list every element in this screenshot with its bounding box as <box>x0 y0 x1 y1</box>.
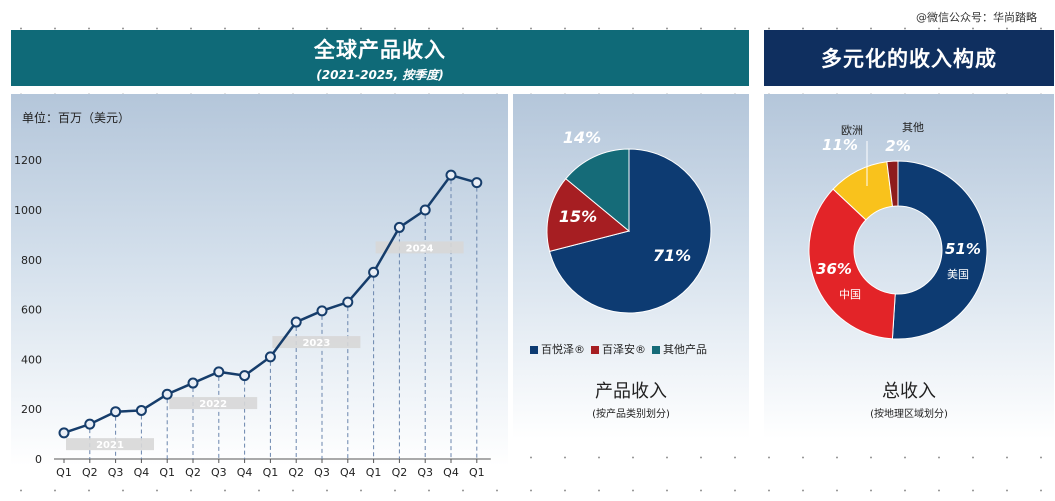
donut-slice-name: 欧洲 <box>841 124 863 137</box>
donut-caption-title: 总收入 <box>882 381 936 402</box>
donut-slice <box>891 160 988 340</box>
x-tick-label: Q4 <box>237 466 253 479</box>
pie-legend: 百悦泽® 百泽安® 其他产品 <box>530 341 707 357</box>
x-tick-label: Q1 <box>159 466 175 479</box>
data-point <box>342 296 354 308</box>
x-tick-label: Q2 <box>82 466 98 479</box>
unit-label: 单位：百万（美元） <box>22 111 131 125</box>
legend-item-1: 百泽安® <box>591 341 646 357</box>
year-band <box>66 438 154 451</box>
legend-item-2: 其他产品 <box>652 341 707 357</box>
x-tick-label: Q3 <box>211 466 227 479</box>
donut-slice <box>808 188 896 340</box>
pie-slice <box>565 148 630 233</box>
year-label: 2023 <box>302 338 330 349</box>
pie-caption: 产品收入 (按产品类别划分) <box>513 377 749 420</box>
y-tick-label: 200 <box>21 403 42 416</box>
pie-slice <box>546 178 631 253</box>
data-point <box>239 370 251 382</box>
line-chart-subtitle: (2021-2025, 按季度) <box>316 67 444 82</box>
y-tick-label: 600 <box>21 304 42 317</box>
pie-caption-title: 产品收入 <box>595 381 667 402</box>
year-label: 2021 <box>96 440 124 451</box>
pie-caption-subtitle: (按产品类别划分) <box>592 409 670 420</box>
x-tick-label: Q2 <box>185 466 201 479</box>
x-tick-label: Q3 <box>108 466 124 479</box>
data-point <box>213 366 225 378</box>
x-tick-label: Q3 <box>314 466 330 479</box>
x-tick-label: Q2 <box>392 466 408 479</box>
y-tick-label: 0 <box>35 453 42 466</box>
donut-slice <box>886 160 899 207</box>
donut-slice-name: 其他 <box>902 121 924 134</box>
pie-slice-label: 71% <box>653 246 691 265</box>
revenue-line <box>63 173 478 435</box>
year-label: 2024 <box>406 243 434 254</box>
x-tick-label: Q4 <box>134 466 150 479</box>
revenue-mix-banner: 多元化的收入构成 <box>764 30 1054 86</box>
data-point <box>58 427 70 439</box>
legend-item-0: 百悦泽® <box>530 341 585 357</box>
donut-slice-percent: 36% <box>816 260 852 278</box>
data-point <box>264 351 276 363</box>
donut-slice-name: 美国 <box>947 268 969 281</box>
legend-label-2: 其他产品 <box>663 343 707 356</box>
year-band <box>375 241 464 254</box>
data-point <box>316 305 328 317</box>
legend-swatch-2 <box>652 346 660 354</box>
x-tick-label: Q4 <box>340 466 356 479</box>
data-point <box>368 266 380 278</box>
donut-caption-subtitle: (按地理区域划分) <box>870 409 948 420</box>
data-point <box>187 377 199 389</box>
y-tick-label: 1000 <box>14 204 42 217</box>
data-point <box>290 316 302 328</box>
legend-label-1: 百泽安® <box>602 343 646 356</box>
x-tick-label: Q1 <box>263 466 279 479</box>
x-tick-label: Q2 <box>288 466 304 479</box>
x-tick-label: Q3 <box>417 466 433 479</box>
donut-slice-percent: 11% <box>822 136 858 154</box>
y-tick-label: 1200 <box>14 154 42 167</box>
x-tick-label: Q1 <box>56 466 72 479</box>
data-point <box>419 204 431 216</box>
legend-swatch-1 <box>591 346 599 354</box>
pie-slice <box>548 148 712 314</box>
data-point <box>445 169 457 181</box>
pie-slice-label: 15% <box>559 207 597 226</box>
donut-slice-percent: 51% <box>945 240 981 258</box>
data-point <box>393 221 405 233</box>
watermark: @微信公众号：华尚踏略 <box>916 11 1037 24</box>
y-tick-label: 800 <box>21 254 42 267</box>
year-label: 2022 <box>199 399 227 410</box>
line-chart-title: 全球产品收入 <box>314 37 446 62</box>
x-tick-label: Q4 <box>443 466 459 479</box>
donut-caption: 总收入 (按地理区域划分) <box>764 377 1054 420</box>
pie-slice-label: 14% <box>563 128 601 147</box>
donut-slice-name: 中国 <box>839 288 861 301</box>
data-point <box>110 406 122 418</box>
data-point <box>471 177 483 189</box>
data-point <box>135 404 147 416</box>
x-tick-label: Q1 <box>469 466 485 479</box>
year-band <box>169 397 258 410</box>
revenue-mix-title: 多元化的收入构成 <box>821 47 997 71</box>
y-tick-label: 400 <box>21 353 42 366</box>
legend-label-0: 百悦泽® <box>541 343 585 356</box>
x-tick-label: Q1 <box>366 466 382 479</box>
data-point <box>161 388 173 400</box>
legend-swatch-0 <box>530 346 538 354</box>
data-point <box>84 418 96 430</box>
donut-slice-percent: 2% <box>885 137 910 155</box>
year-band <box>272 336 361 349</box>
global-revenue-banner: 全球产品收入 (2021-2025, 按季度) <box>11 30 749 86</box>
